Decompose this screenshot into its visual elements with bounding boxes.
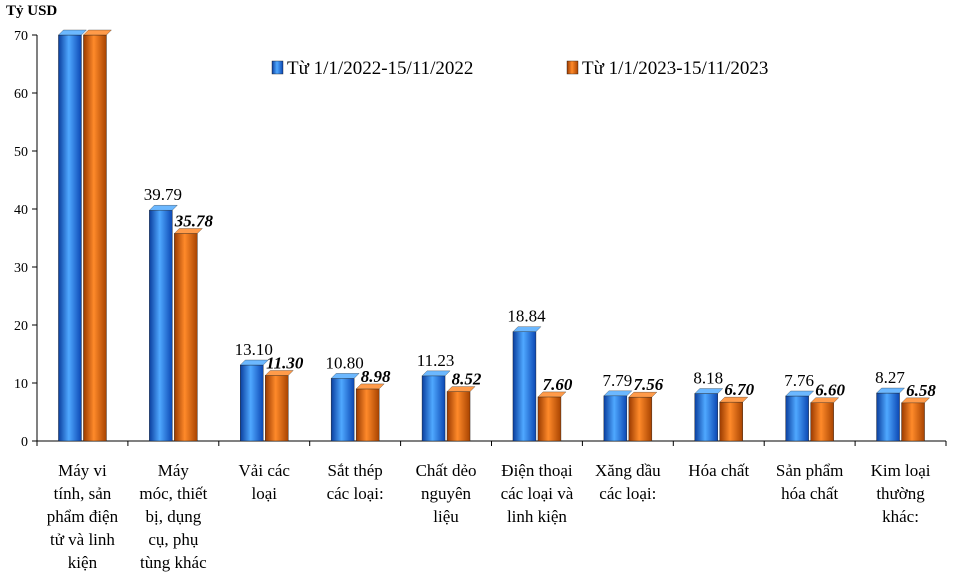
- bar-top-face: [876, 387, 905, 394]
- bar-top-face: [810, 397, 840, 403]
- category-label: Điện thoại các loại và linh kiện: [501, 461, 574, 526]
- category-label: Vải các loại: [239, 461, 291, 503]
- value-label-series-1: 10.80: [326, 353, 364, 372]
- value-label-series-1: 7.79: [602, 371, 632, 390]
- value-label-series-2: 6.70: [724, 380, 754, 399]
- y-axis-unit-label: Tỷ USD: [6, 3, 57, 19]
- bar-series-1: [876, 392, 900, 442]
- bar-series-2: [628, 396, 653, 442]
- bar-series-2: [537, 396, 562, 442]
- value-label-series-2: 6.60: [815, 381, 845, 400]
- bar-top-face: [173, 228, 203, 234]
- bar-top-face: [330, 373, 360, 379]
- bar-top-face: [901, 397, 930, 403]
- y-tick-label: 0: [21, 435, 28, 450]
- category-label: Sản phẩm hóa chất: [776, 461, 844, 503]
- bar-top-face: [785, 390, 815, 397]
- bar-series-1: [694, 393, 718, 442]
- bar-series-2: [446, 391, 471, 442]
- value-label-series-2: 8.52: [452, 370, 482, 389]
- y-tick-label: 50: [14, 145, 28, 160]
- category-label: Máy móc, thiết bị, dụng cụ, phụ tùng khác: [139, 461, 207, 572]
- bar-top-face: [83, 29, 112, 36]
- bar-top-face: [421, 370, 451, 377]
- category-label: Xăng dầu các loại:: [595, 461, 661, 503]
- category-label: Hóa chất: [688, 461, 749, 480]
- category-label: Chất dẻo nguyên liệu: [416, 461, 477, 526]
- bar-series-1: [421, 375, 446, 442]
- value-label-series-1: 8.27: [875, 368, 905, 387]
- value-label-series-2: 11.30: [266, 353, 304, 372]
- value-label-series-1: 18.84: [507, 307, 546, 326]
- bar-top-face: [148, 205, 178, 211]
- bar-series-1: [149, 210, 173, 442]
- bar-top-face: [603, 390, 633, 396]
- value-label-series-2: 7.60: [543, 375, 573, 394]
- bar-top-face: [512, 326, 542, 332]
- value-label-series-1: 11.23: [417, 351, 455, 370]
- value-label-series-1: 8.18: [693, 369, 723, 388]
- bar-top-face: [694, 388, 724, 394]
- bar-series-2: [83, 34, 107, 442]
- bar-series-2: [719, 401, 743, 442]
- bar-series-1: [58, 34, 82, 442]
- bar-series-2: [901, 402, 925, 442]
- bar-top-face: [628, 392, 658, 398]
- bar-top-face: [58, 29, 87, 36]
- y-tick-label: 60: [14, 87, 28, 102]
- legend-swatch-series-1: [271, 60, 284, 75]
- bar-series-1: [785, 395, 809, 442]
- value-label-series-2: 35.78: [174, 211, 214, 230]
- bar-series-1: [240, 364, 264, 442]
- value-label-series-2: 8.98: [361, 367, 391, 386]
- bar-series-1: [603, 395, 628, 442]
- bar-series-1: [330, 378, 355, 442]
- bar-series-2: [810, 402, 834, 442]
- bar-top-face: [355, 383, 385, 390]
- value-label-series-1: 7.76: [784, 371, 814, 390]
- bar-series-1: [512, 331, 537, 442]
- bars-group: [58, 29, 930, 442]
- bar-series-2: [265, 375, 289, 442]
- y-tick-label: 10: [14, 377, 28, 392]
- legend: Từ 1/1/2022-15/11/2022 Từ 1/1/2023-15/11/…: [271, 58, 768, 79]
- legend-label-series-1: Từ 1/1/2022-15/11/2022: [287, 58, 473, 79]
- y-tick-label: 20: [14, 319, 28, 334]
- legend-swatch-series-2: [566, 60, 579, 75]
- bar-top-face: [719, 396, 749, 403]
- bar-top-face: [446, 386, 476, 392]
- category-label: Máy vi tính, sản phẩm điện tử và linh kiện: [47, 461, 119, 572]
- bar-top-face: [239, 359, 269, 366]
- value-label-series-1: 13.10: [235, 340, 273, 359]
- bar-series-2: [355, 388, 380, 442]
- category-labels-group: Máy vi tính, sản phẩm điện tử và linh kiện Má…: [47, 461, 931, 572]
- value-label-series-1: 39.79: [144, 185, 182, 204]
- y-tick-label: 40: [14, 203, 28, 218]
- bar-top-face: [537, 391, 567, 398]
- bar-top-face: [264, 370, 294, 376]
- y-tick-label: 70: [14, 29, 28, 44]
- category-label: Sắt thép các loại:: [327, 461, 384, 503]
- value-label-series-2: 6.58: [906, 381, 936, 400]
- bar-series-2: [174, 233, 198, 442]
- y-tick-label: 30: [14, 261, 28, 276]
- value-label-series-2: 7.56: [633, 375, 663, 394]
- legend-label-series-2: Từ 1/1/2023-15/11/2023: [582, 58, 768, 79]
- category-label: Kim loại thường khác:: [871, 461, 931, 526]
